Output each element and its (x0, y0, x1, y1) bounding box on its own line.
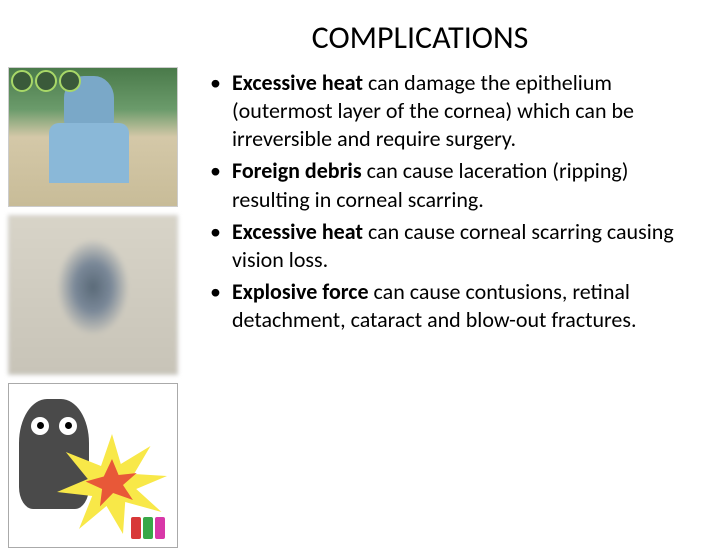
fireworks-icon (131, 517, 165, 539)
surgeon-image (8, 67, 178, 207)
explosion-image (8, 383, 178, 548)
bullet-bold: Foreign debris (232, 157, 362, 184)
decorative-circles (11, 70, 81, 92)
bullet-bold: Explosive force (232, 278, 369, 305)
bullet-list-column: Excessive heat can damage the epithelium… (188, 67, 700, 548)
bullet-bold: Excessive heat (232, 218, 363, 245)
complications-list: Excessive heat can damage the epithelium… (206, 69, 700, 334)
list-item: Excessive heat can damage the epithelium… (206, 69, 700, 153)
page-title: COMPLICATIONS (0, 0, 720, 67)
images-column (8, 67, 188, 548)
list-item: Explosive force can cause contusions, re… (206, 278, 700, 334)
content-row: Excessive heat can damage the epithelium… (0, 67, 720, 548)
blurry-vision-image (8, 215, 178, 375)
list-item: Excessive heat can cause corneal scarrin… (206, 218, 700, 274)
list-item: Foreign debris can cause laceration (rip… (206, 157, 700, 213)
bullet-bold: Excessive heat (232, 69, 363, 96)
